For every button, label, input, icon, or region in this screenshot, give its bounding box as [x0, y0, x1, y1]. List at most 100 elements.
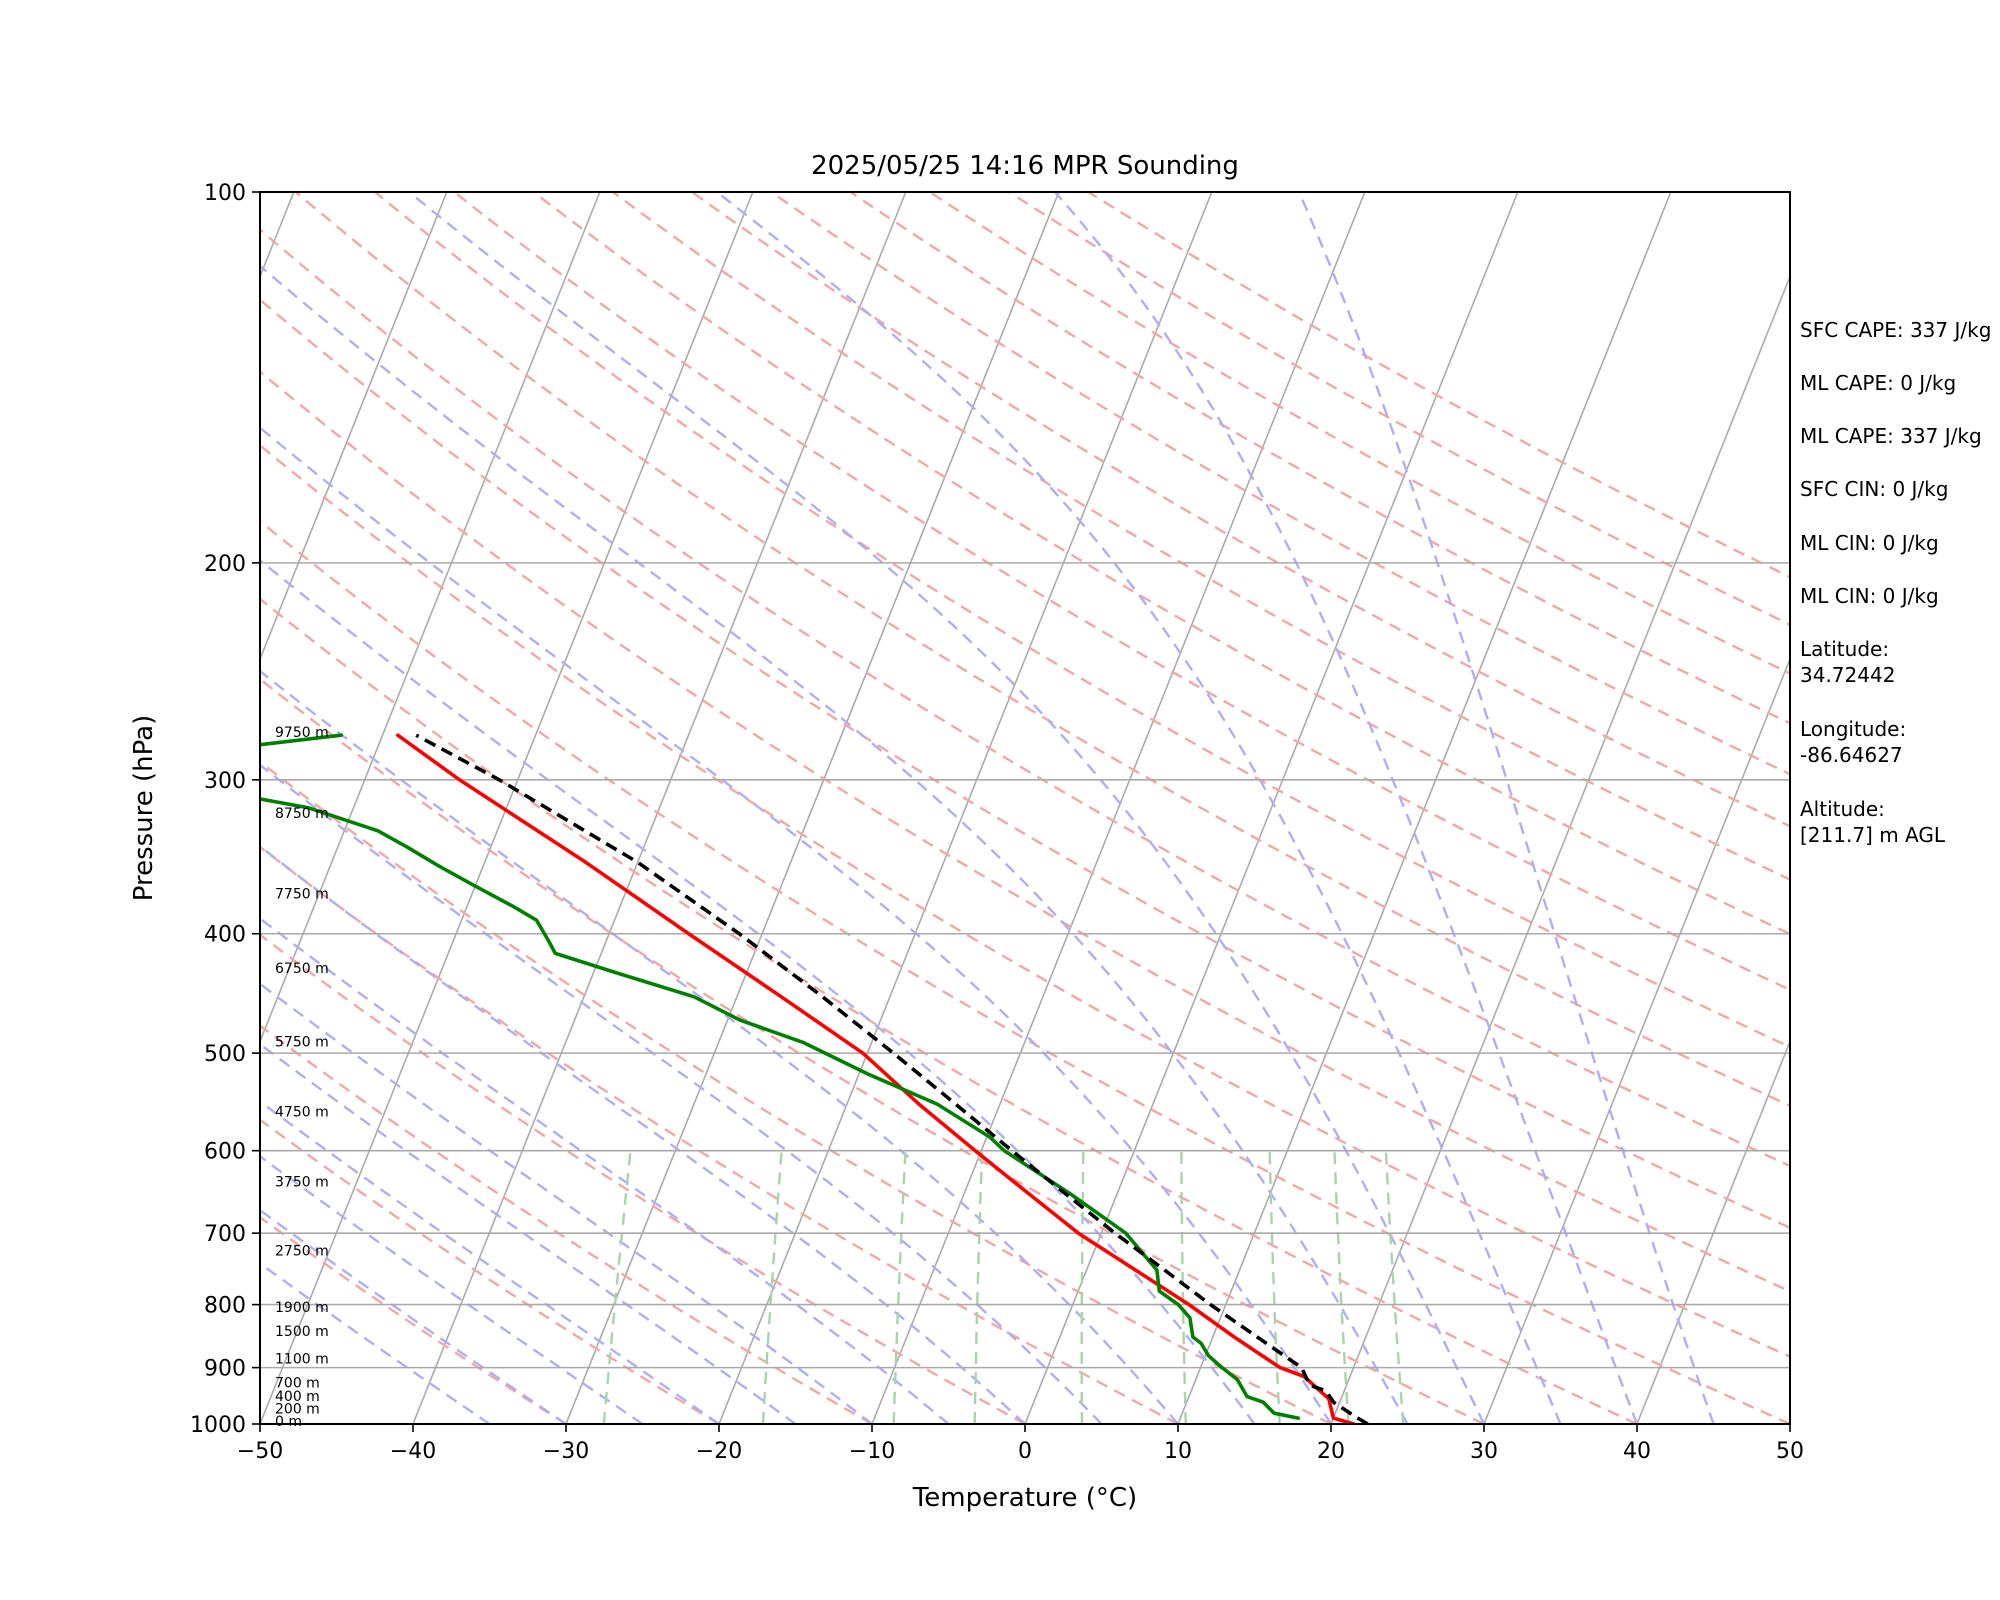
isotherm [260, 192, 448, 662]
height-label: 0 m [275, 1414, 302, 1430]
height-label: 9750 m [275, 725, 329, 741]
mixing-ratio-line [602, 1150, 632, 1424]
isotherm [260, 192, 601, 1044]
isotherm [1636, 1039, 1790, 1424]
height-label: 1100 m [275, 1352, 329, 1368]
y-axis-title: Pressure (hPa) [129, 715, 159, 902]
dry-adiabat [374, 192, 1790, 1049]
dry-adiabat [260, 228, 1790, 1168]
ml-cape-second: ML CAPE: 337 J/kg [1800, 424, 1982, 448]
y-tick-label: 900 [204, 1357, 246, 1382]
dry-adiabat [612, 192, 1790, 881]
x-tick-label: −40 [390, 1439, 436, 1464]
isotherm [1483, 656, 1790, 1424]
moist-adiabat [260, 982, 873, 1424]
height-label: 1500 m [275, 1324, 329, 1340]
dry-adiabat [295, 192, 1790, 1108]
y-tick-label: 700 [204, 1222, 246, 1247]
dry-adiabat [1008, 192, 1790, 627]
height-label: 8750 m [275, 806, 329, 822]
height-label: 1900 m [275, 1300, 329, 1316]
mixing-ratio-line [1080, 1150, 1085, 1424]
dry-adiabat [453, 192, 1790, 992]
dry-adiabat [260, 1215, 567, 1424]
y-tick-label: 200 [204, 552, 246, 577]
x-tick-label: −30 [543, 1439, 589, 1464]
moist-adiabat [260, 558, 1256, 1424]
y-tick-label: 400 [204, 923, 246, 948]
x-axis-title: Temperature (°C) [912, 1483, 1137, 1513]
ml-cin-second: ML CIN: 0 J/kg [1800, 584, 1939, 608]
dry-adiabat [260, 1118, 720, 1424]
height-label: 2750 m [275, 1243, 329, 1259]
moist-adiabat [1054, 192, 1639, 1424]
x-tick-label: −50 [237, 1439, 283, 1464]
dry-adiabat [260, 845, 1179, 1424]
sounding-stats-panel: SFC CAPE: 337 J/kg ML CAPE: 0 J/kg ML CA… [1800, 0, 2000, 1600]
height-label: 3750 m [275, 1174, 329, 1190]
height-label: 5750 m [275, 1035, 329, 1051]
isotherm [565, 192, 1060, 1424]
x-tick-label: 20 [1317, 1439, 1345, 1464]
longitude-value: -86.64627 [1800, 743, 1903, 767]
isotherm [1330, 274, 1790, 1424]
dry-adiabat [1087, 192, 1790, 579]
dry-adiabat [929, 192, 1790, 675]
temperature-line [396, 733, 1356, 1424]
dry-adiabat [770, 192, 1790, 776]
x-tick-label: 0 [1018, 1439, 1032, 1464]
x-tick-label: 10 [1164, 1439, 1192, 1464]
dry-adiabat [691, 192, 1790, 828]
moist-adiabat [260, 1099, 720, 1424]
background-lines [0, 192, 1790, 1424]
x-tick-label: 50 [1776, 1439, 1804, 1464]
altitude-label: Altitude: [1800, 797, 1885, 821]
moist-adiabat [408, 192, 1486, 1424]
isotherm [0, 192, 141, 1424]
y-tick-label: 1000 [190, 1413, 246, 1438]
parcel-path-line [415, 733, 1369, 1424]
dry-adiabat [260, 298, 1790, 1230]
dry-adiabat [260, 933, 1026, 1424]
y-tick-label: 100 [204, 181, 246, 206]
y-tick-label: 500 [204, 1042, 246, 1067]
height-label: 700 m [275, 1376, 320, 1392]
x-tick-label: −10 [849, 1439, 895, 1464]
y-tick-label: 800 [204, 1294, 246, 1319]
moist-adiabat [260, 844, 1026, 1424]
x-tick-label: 40 [1623, 1439, 1651, 1464]
x-tick-label: 30 [1470, 1439, 1498, 1464]
chart-title: 2025/05/25 14:16 MPR Sounding [811, 151, 1239, 181]
isobar-grid [260, 191, 1790, 1425]
plot-frame [259, 191, 1791, 1425]
height-label: 7750 m [275, 886, 329, 902]
x-axis-ticks: −50 −40 −30 −20 −10 0 10 20 30 40 50 [237, 1424, 1804, 1464]
moist-adiabat [260, 669, 1179, 1424]
height-label: 400 m [275, 1389, 320, 1405]
isotherm [1177, 192, 1672, 1424]
dry-adiabat [260, 370, 1790, 1293]
dry-adiabat [260, 597, 1638, 1424]
y-axis-ticks: 100 200 300 400 500 600 700 800 900 1000 [190, 181, 260, 1438]
dry-adiabat [260, 519, 1790, 1424]
height-label: 6750 m [275, 961, 329, 977]
moist-adiabat [716, 192, 1562, 1424]
moist-adiabat [260, 763, 1103, 1424]
sfc-cin: SFC CIN: 0 J/kg [1800, 477, 1949, 501]
height-label: 200 m [275, 1402, 320, 1418]
x-tick-label: −20 [696, 1439, 742, 1464]
latitude-label: Latitude: [1800, 637, 1890, 661]
moist-adiabat [260, 264, 1409, 1424]
dry-adiabat [849, 192, 1790, 725]
ml-cape: ML CAPE: 0 J/kg [1800, 371, 1957, 395]
latitude-value: 34.72442 [1800, 663, 1896, 687]
isotherm [718, 192, 1213, 1424]
y-tick-label: 600 [204, 1140, 246, 1165]
isotherm [412, 192, 907, 1424]
isotherm [260, 192, 754, 1424]
moist-adiabat [1297, 192, 1715, 1424]
isotherm [871, 192, 1366, 1424]
ml-cin: ML CIN: 0 J/kg [1800, 531, 1939, 555]
